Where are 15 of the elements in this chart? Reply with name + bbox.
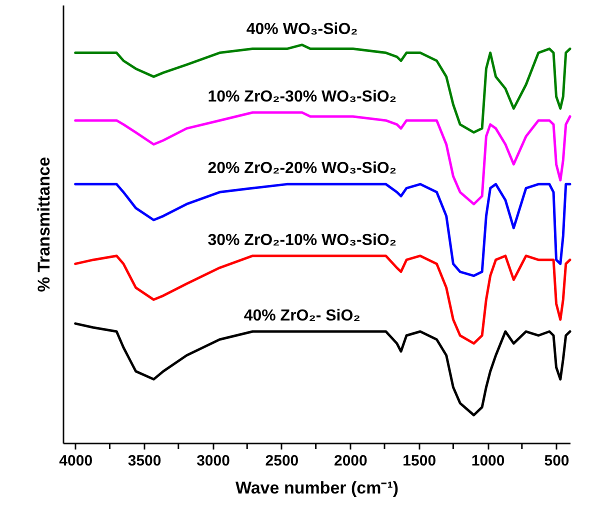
x-tick-label: 1000: [471, 452, 505, 470]
x-tick-label: 3500: [128, 452, 162, 470]
x-tick-label: 4000: [59, 452, 93, 470]
series-label: 40% WO₃-SiO₂: [246, 20, 358, 38]
series-label: 30% ZrO₂-10% WO₃-SiO₂: [208, 232, 396, 249]
x-tick-label: 1500: [402, 452, 436, 470]
y-axis-title: % Transmittance: [34, 156, 54, 292]
x-tick-label: 2000: [334, 452, 368, 470]
x-tick-label: 3000: [196, 452, 230, 470]
series-label: 20% ZrO₂-20% WO₃-SiO₂: [208, 160, 396, 178]
x-axis-title: Wave number (cm⁻¹): [235, 478, 399, 498]
series-label: 40% ZrO₂- SiO₂: [244, 308, 360, 325]
x-tick-label: 2500: [265, 452, 299, 470]
series-label: 10% ZrO₂-30% WO₃-SiO₂: [208, 88, 396, 106]
x-tick-label: 500: [544, 452, 570, 470]
